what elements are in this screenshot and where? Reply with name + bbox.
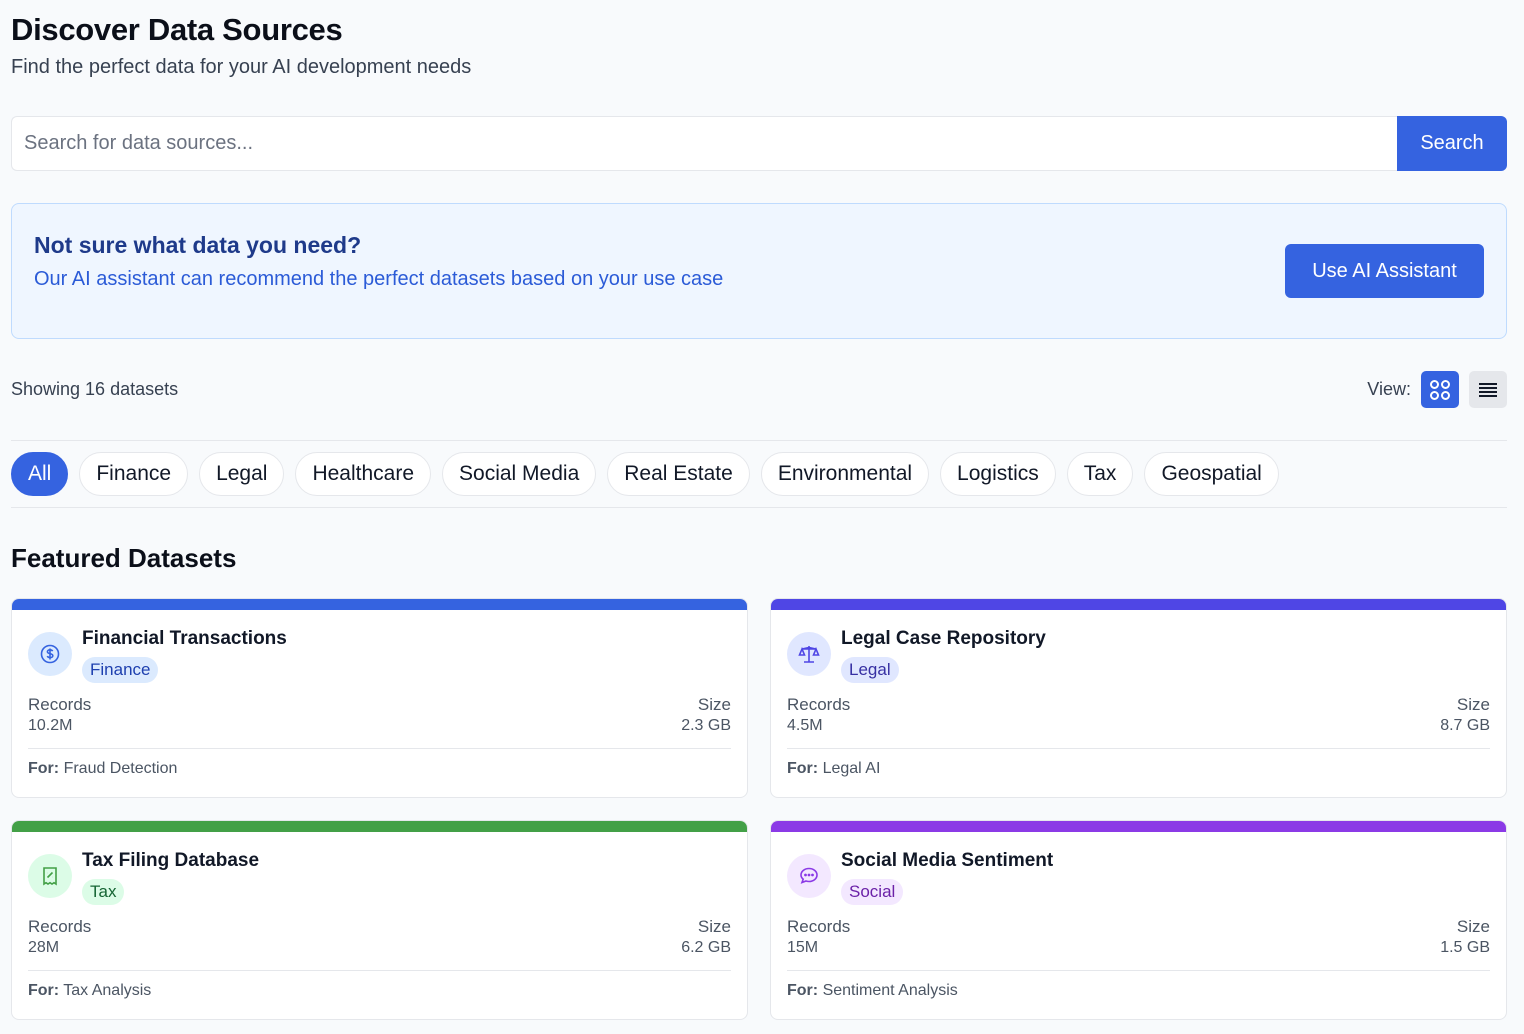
card-use-case: For: Legal AI xyxy=(787,760,880,778)
banner-title: Not sure what data you need? xyxy=(34,232,362,258)
view-toggle: View: xyxy=(1367,371,1507,408)
use-case-label: For: xyxy=(28,760,60,777)
card-divider xyxy=(787,748,1490,749)
use-case-value: Fraud Detection xyxy=(63,760,178,777)
size-label: Size xyxy=(1456,695,1490,714)
category-chip-real-estate[interactable]: Real Estate xyxy=(607,452,750,496)
category-chip-all[interactable]: All xyxy=(11,452,69,496)
use-case-label: For: xyxy=(787,760,819,777)
card-use-case: For: Tax Analysis xyxy=(28,982,151,1000)
page-subtitle: Find the perfect data for your AI develo… xyxy=(11,56,472,78)
category-chip-social-media[interactable]: Social Media xyxy=(442,452,597,496)
size-label: Size xyxy=(697,695,731,714)
use-case-label: For: xyxy=(28,982,60,999)
view-label: View: xyxy=(1367,379,1411,399)
records-label: Records xyxy=(28,695,92,714)
use-case-value: Tax Analysis xyxy=(63,982,152,999)
size-label: Size xyxy=(697,917,731,936)
records-value: 4.5M xyxy=(787,717,823,734)
size-value: 1.5 GB xyxy=(1440,939,1490,956)
card-divider xyxy=(787,970,1490,971)
category-filters: All Finance Legal Healthcare Social Medi… xyxy=(11,452,1279,496)
list-icon xyxy=(1479,382,1497,397)
grid-view-button[interactable] xyxy=(1421,371,1459,408)
use-ai-assistant-button[interactable]: Use AI Assistant xyxy=(1285,244,1484,298)
receipt-icon xyxy=(43,867,57,886)
search-input[interactable] xyxy=(11,116,1397,171)
category-chip-healthcare[interactable]: Healthcare xyxy=(295,452,432,496)
dataset-card-financial-transactions[interactable]: Financial Transactions Finance Records 1… xyxy=(11,598,748,798)
search-bar: Search xyxy=(11,116,1507,171)
card-accent-bar xyxy=(771,599,1506,610)
card-category-tag: Tax xyxy=(82,879,125,905)
card-accent-bar xyxy=(771,821,1506,832)
card-divider xyxy=(28,748,731,749)
card-category-tag: Social xyxy=(841,879,904,905)
card-icon-wrap xyxy=(28,854,72,898)
scale-icon xyxy=(798,646,820,663)
category-chip-geospatial[interactable]: Geospatial xyxy=(1144,452,1279,496)
ai-assistant-banner: Not sure what data you need? Our AI assi… xyxy=(11,203,1507,339)
card-icon-wrap xyxy=(28,632,72,676)
dollar-icon xyxy=(40,644,60,664)
card-use-case: For: Fraud Detection xyxy=(28,760,177,778)
category-chip-tax[interactable]: Tax xyxy=(1066,452,1134,496)
divider xyxy=(11,440,1507,441)
size-value: 6.2 GB xyxy=(681,939,731,956)
page-title: Discover Data Sources xyxy=(11,12,343,47)
card-title: Social Media Sentiment xyxy=(841,850,1054,871)
records-value: 10.2M xyxy=(28,717,73,734)
card-title: Financial Transactions xyxy=(82,628,287,649)
use-case-value: Sentiment Analysis xyxy=(822,982,958,999)
chat-icon xyxy=(800,867,818,884)
use-case-value: Legal AI xyxy=(822,760,881,777)
category-chip-environmental[interactable]: Environmental xyxy=(760,452,930,496)
size-label: Size xyxy=(1456,917,1490,936)
size-value: 8.7 GB xyxy=(1440,717,1490,734)
card-title: Legal Case Repository xyxy=(841,628,1046,649)
card-divider xyxy=(28,970,731,971)
list-view-button[interactable] xyxy=(1469,371,1507,408)
card-icon-wrap xyxy=(787,632,831,676)
records-label: Records xyxy=(787,695,851,714)
card-category-tag: Finance xyxy=(82,657,159,683)
dataset-card-tax-filing-database[interactable]: Tax Filing Database Tax Records 28M Size… xyxy=(11,820,748,1020)
dataset-card-legal-case-repository[interactable]: Legal Case Repository Legal Records 4.5M… xyxy=(770,598,1507,798)
records-label: Records xyxy=(28,917,92,936)
grid-icon xyxy=(1430,379,1450,400)
card-accent-bar xyxy=(12,599,747,610)
card-icon-wrap xyxy=(787,854,831,898)
size-value: 2.3 GB xyxy=(681,717,731,734)
card-category-tag: Legal xyxy=(841,657,899,683)
featured-section-title: Featured Datasets xyxy=(11,543,237,573)
divider xyxy=(11,507,1507,508)
records-value: 15M xyxy=(787,939,819,956)
records-label: Records xyxy=(787,917,851,936)
results-count: Showing 16 datasets xyxy=(11,379,179,399)
use-case-label: For: xyxy=(787,982,819,999)
category-chip-legal[interactable]: Legal xyxy=(199,452,285,496)
card-title: Tax Filing Database xyxy=(82,850,260,871)
banner-text: Our AI assistant can recommend the perfe… xyxy=(34,268,724,290)
card-use-case: For: Sentiment Analysis xyxy=(787,982,958,1000)
category-chip-logistics[interactable]: Logistics xyxy=(940,452,1056,496)
category-chip-finance[interactable]: Finance xyxy=(79,452,189,496)
card-accent-bar xyxy=(12,821,747,832)
records-value: 28M xyxy=(28,939,60,956)
dataset-card-social-media-sentiment[interactable]: Social Media Sentiment Social Records 15… xyxy=(770,820,1507,1020)
search-button[interactable]: Search xyxy=(1397,116,1507,171)
